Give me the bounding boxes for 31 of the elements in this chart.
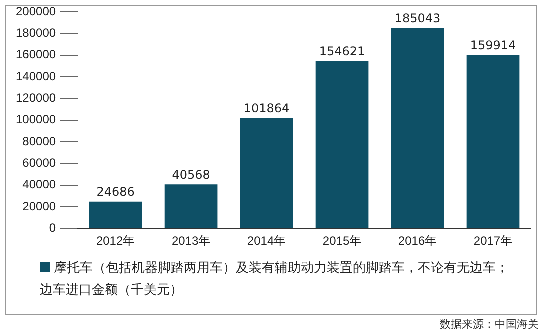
x-tick-label: 2017年 (474, 234, 513, 248)
y-tick-label: 60000 (22, 156, 56, 170)
x-tick-label: 2015年 (322, 234, 362, 248)
bar (89, 202, 142, 228)
data-label: 101864 (244, 101, 290, 116)
bar (391, 28, 444, 228)
bar (240, 118, 294, 228)
bar (316, 61, 369, 228)
bar (466, 55, 520, 228)
y-tick-label: 0 (49, 220, 56, 235)
y-tick-label: 80000 (22, 134, 56, 148)
y-tick-label: 120000 (16, 90, 56, 105)
y-tick-label: 160000 (16, 48, 56, 62)
data-label: 159914 (470, 38, 516, 53)
y-tick-label: 200000 (16, 4, 56, 18)
x-tick-label: 2013年 (172, 234, 211, 248)
data-label: 40568 (172, 168, 210, 182)
y-tick-label: 140000 (16, 69, 56, 84)
x-tick-label: 2014年 (247, 234, 286, 248)
y-tick-label: 20000 (22, 199, 56, 214)
bar (164, 184, 218, 228)
y-tick-label: 40000 (22, 178, 56, 192)
y-tick-label: 100000 (16, 112, 56, 127)
y-tick-label: 180000 (16, 26, 56, 40)
x-tick-label: 2016年 (398, 234, 438, 248)
legend-label: 摩托车（包括机器脚踏两用车）及装有辅助动力装置的脚踏车，不论有无边车；边车进口金额（千美元） (40, 261, 509, 298)
data-label: 24686 (96, 184, 135, 199)
data-label: 185043 (394, 11, 441, 26)
x-tick-label: 2012年 (96, 234, 136, 248)
data-label: 154621 (319, 44, 366, 58)
source-note: 数据来源：中国海关 (440, 317, 539, 332)
